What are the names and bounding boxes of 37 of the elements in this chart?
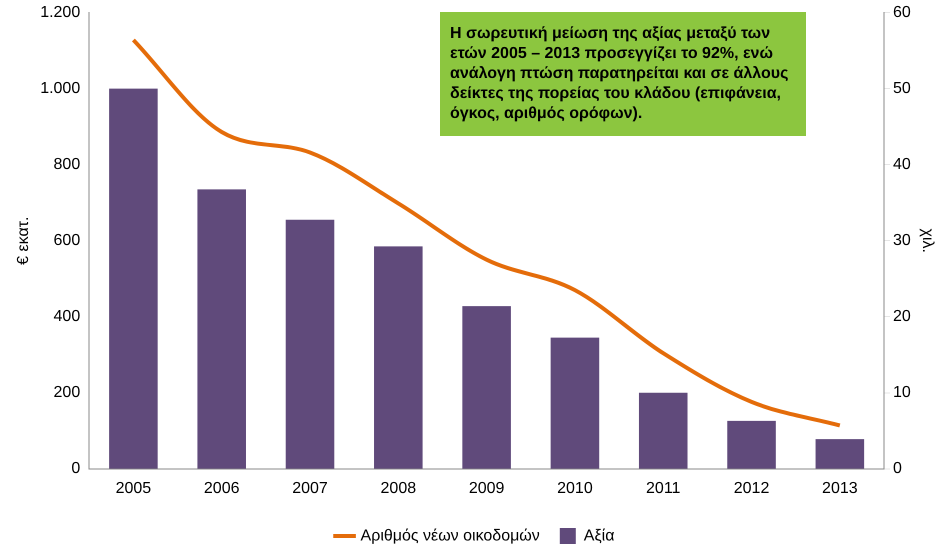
legend-label: Αξία <box>584 527 614 544</box>
bar <box>816 439 864 469</box>
y2-tick-label: 20 <box>893 308 911 326</box>
bar <box>462 306 511 469</box>
y2-tick-label: 10 <box>893 384 911 402</box>
y-tick-label: 0 <box>71 460 80 478</box>
bar <box>197 189 246 469</box>
x-tick-label: 2005 <box>116 480 152 497</box>
x-tick-label: 2012 <box>734 480 770 497</box>
y2-tick-label: 50 <box>893 80 911 98</box>
annotation: Η σωρευτική μείωση της αξίας μεταξύ των ετών 2005 – 2013 προσεγγίζει το 92%, ενώ ανάλογη πτώση παρατηρείται και σε άλλους δείκτες της πορείας του κλάδου (επιφάνεια, όγκος, αριθμός ορόφων). <box>440 12 806 136</box>
bar <box>550 338 600 469</box>
y-tick-label: 1.000 <box>40 80 80 98</box>
y2-tick-label: 60 <box>893 4 911 22</box>
y-tick-label: 200 <box>54 384 80 402</box>
x-tick-label: 2006 <box>204 480 240 497</box>
y2-tick-label: 0 <box>893 460 902 478</box>
x-tick-label: 2009 <box>468 480 505 497</box>
x-tick-label: 2010 <box>557 480 593 497</box>
bar <box>286 220 334 469</box>
y-axis-title: € εκατ. <box>15 216 32 265</box>
y-tick-label: 1.200 <box>40 4 80 22</box>
x-tick-label: 2007 <box>292 480 328 497</box>
bar <box>374 246 423 469</box>
y-tick-label: 400 <box>54 308 80 326</box>
y2-axis-title: χιλ. <box>918 228 936 253</box>
bar <box>638 392 688 469</box>
bar <box>109 88 158 469</box>
y-tick-label: 800 <box>54 156 80 174</box>
y2-tick-label: 40 <box>893 156 911 174</box>
legend-label: Αριθμός νέων οικοδομών <box>360 527 540 544</box>
y-tick-label: 600 <box>54 232 80 250</box>
bar <box>727 420 776 469</box>
x-tick-label: 2011 <box>646 480 681 497</box>
x-tick-label: 2008 <box>380 480 416 497</box>
y2-tick-label: 30 <box>893 232 911 250</box>
x-tick-label: 2013 <box>822 480 858 497</box>
